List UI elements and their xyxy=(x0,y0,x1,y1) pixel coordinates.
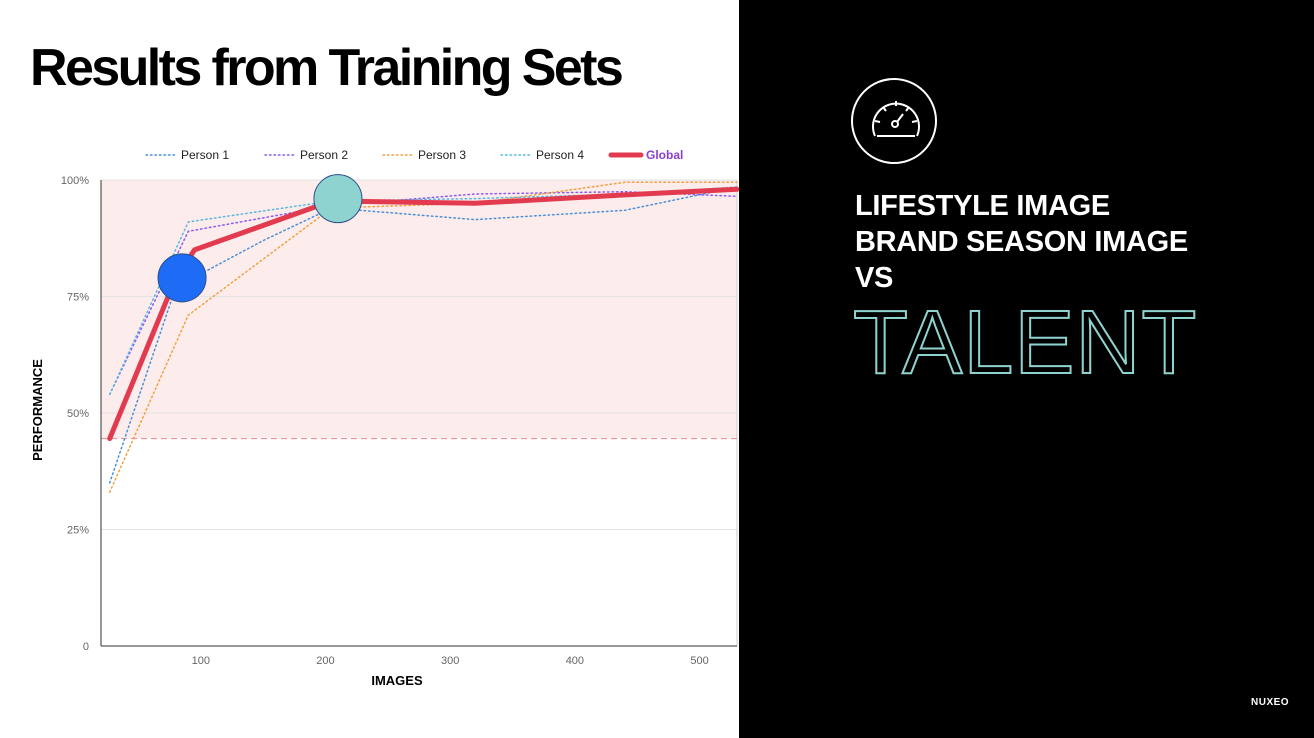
legend-label: Person 3 xyxy=(418,148,466,162)
highlight-marker-1 xyxy=(157,253,207,303)
highlight-word: TALENT xyxy=(852,293,1198,393)
x-tick-label: 100 xyxy=(192,655,210,667)
brand-logo: NUXEO xyxy=(1251,697,1290,708)
headline: LIFESTYLE IMAGE BRAND SEASON IMAGE VS xyxy=(855,188,1188,296)
highlight-marker-2 xyxy=(313,174,363,224)
y-tick-label: 50% xyxy=(67,408,89,420)
x-axis-title: IMAGES xyxy=(371,673,423,688)
headline-line-1: LIFESTYLE IMAGE xyxy=(855,190,1110,222)
x-tick-label: 500 xyxy=(690,655,708,667)
y-tick-label: 0 xyxy=(83,641,89,653)
highlight-band xyxy=(101,180,737,439)
x-tick-label: 400 xyxy=(566,655,584,667)
y-tick-label: 25% xyxy=(67,525,89,537)
series-line-person-3 xyxy=(108,181,738,493)
x-tick-label: 300 xyxy=(441,655,459,667)
legend-label: Person 1 xyxy=(181,148,229,162)
slide-title: Results from Training Sets xyxy=(30,39,624,97)
legend-label: Person 2 xyxy=(300,148,348,162)
legend-label: Person 4 xyxy=(536,148,584,162)
y-tick-label: 75% xyxy=(67,292,89,304)
left-panel: Results from Training Sets 0 25% 50% 75% 100… xyxy=(30,39,739,688)
y-tick-label: 100% xyxy=(61,175,89,187)
headline-line-2: BRAND SEASON IMAGE xyxy=(855,226,1188,258)
y-axis-title: PERFORMANCE xyxy=(30,359,45,461)
speedometer-badge xyxy=(851,78,937,164)
performance-chart: 0 25% 50% 75% 100% 100 200 300 400 500 IMAGES PERFO… xyxy=(30,148,739,688)
x-tick-label: 200 xyxy=(316,655,334,667)
right-panel xyxy=(739,0,1314,738)
headline-line-3: VS xyxy=(855,262,894,294)
legend-label: Global xyxy=(646,148,683,162)
speedometer-icon xyxy=(872,101,920,137)
